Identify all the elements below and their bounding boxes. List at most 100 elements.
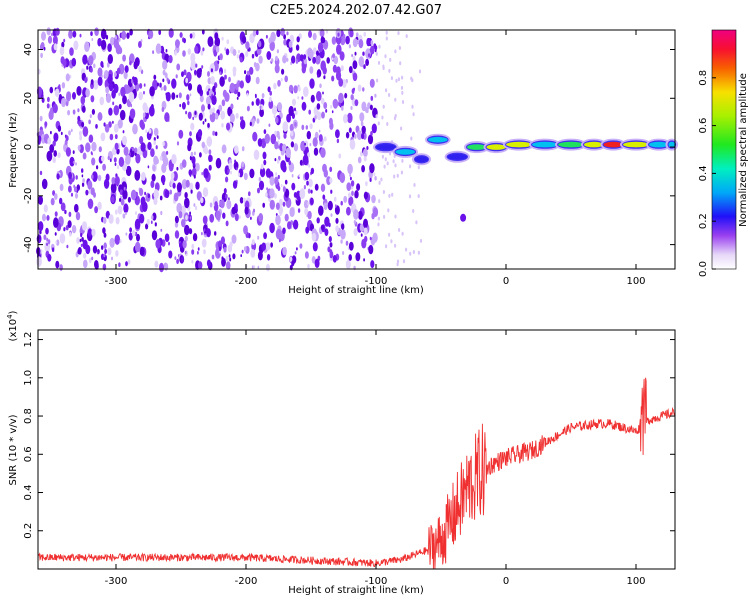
noise-blob — [119, 189, 123, 196]
noise-blob — [226, 39, 230, 45]
noise-blob — [348, 196, 354, 207]
noise-speck — [392, 159, 395, 164]
noise-blob — [155, 145, 158, 150]
noise-blob — [333, 55, 339, 65]
noise-blob — [97, 38, 102, 47]
noise-blob — [194, 69, 197, 75]
noise-blob — [299, 54, 304, 62]
noise-blob — [114, 162, 117, 166]
noise-speck — [380, 177, 383, 182]
colorbar-tick-label: 0.4 — [698, 165, 709, 181]
noise-blob — [268, 99, 274, 109]
noise-blob — [90, 31, 93, 36]
noise-blob — [171, 154, 177, 165]
noise-blob — [363, 64, 366, 69]
noise-blob — [314, 258, 320, 268]
noise-blob — [258, 180, 265, 191]
noise-blob — [234, 145, 239, 154]
noise-blob — [63, 38, 66, 43]
noise-blob — [154, 222, 157, 227]
noise-blob — [253, 149, 260, 160]
noise-blob — [273, 82, 277, 90]
noise-blob — [351, 88, 355, 94]
noise-blob — [123, 203, 129, 214]
noise-blob — [201, 141, 206, 149]
noise-blob — [131, 230, 136, 237]
noise-blob — [84, 77, 88, 83]
noise-blob — [350, 180, 355, 187]
noise-blob — [299, 243, 303, 249]
noise-blob — [231, 234, 237, 244]
noise-blob — [206, 228, 209, 234]
noise-blob — [122, 95, 127, 105]
noise-speck — [388, 232, 391, 237]
noise-blob — [132, 123, 138, 135]
noise-blob — [191, 31, 196, 39]
noise-blob — [201, 104, 205, 112]
noise-blob — [266, 253, 271, 261]
noise-blob — [185, 110, 188, 115]
noise-blob — [91, 228, 96, 237]
noise-blob — [286, 31, 289, 36]
noise-speck — [415, 220, 418, 225]
noise-blob — [103, 253, 106, 258]
noise-blob — [219, 76, 225, 87]
noise-speck — [375, 51, 378, 56]
noise-blob — [241, 146, 245, 152]
noise-blob — [266, 187, 268, 191]
noise-blob — [270, 31, 276, 43]
noise-blob — [182, 240, 187, 249]
signal-peak — [532, 141, 558, 148]
noise-blob — [83, 252, 87, 259]
noise-blob — [307, 201, 310, 206]
noise-blob — [82, 178, 85, 184]
noise-blob — [255, 76, 260, 85]
noise-blob — [152, 50, 155, 54]
noise-blob — [257, 40, 262, 48]
noise-blob — [221, 257, 226, 267]
noise-blob — [41, 31, 46, 41]
noise-blob — [129, 152, 131, 156]
noise-blob — [210, 68, 213, 73]
noise-blob — [124, 65, 129, 73]
noise-blob — [282, 227, 286, 235]
noise-blob — [335, 217, 339, 224]
noise-blob — [174, 256, 177, 260]
x-tick-label: 0 — [503, 276, 509, 287]
noise-blob — [228, 162, 233, 171]
noise-blob — [330, 213, 333, 217]
noise-blob — [187, 48, 191, 55]
noise-blob — [324, 216, 330, 227]
noise-region — [36, 27, 423, 273]
noise-blob — [72, 150, 75, 155]
noise-blob — [197, 251, 199, 255]
noise-blob — [353, 209, 359, 220]
noise-blob — [207, 71, 210, 77]
noise-blob — [277, 159, 280, 164]
noise-blob — [153, 127, 159, 137]
noise-blob — [53, 132, 59, 142]
noise-blob — [209, 202, 213, 208]
noise-blob — [229, 82, 236, 94]
noise-speck — [399, 61, 402, 66]
noise-blob — [64, 209, 67, 215]
noise-blob — [225, 220, 229, 227]
noise-blob — [199, 94, 204, 103]
noise-blob — [155, 239, 161, 249]
noise-blob — [39, 115, 43, 122]
noise-blob — [230, 170, 232, 175]
noise-blob — [275, 55, 278, 62]
noise-blob — [275, 228, 282, 240]
noise-blob — [54, 211, 58, 217]
noise-blob — [343, 114, 348, 124]
noise-blob — [295, 59, 299, 64]
noise-speck — [412, 209, 415, 213]
noise-blob — [83, 259, 88, 269]
noise-blob — [162, 141, 165, 147]
noise-blob — [105, 34, 109, 40]
noise-blob — [90, 79, 94, 85]
noise-blob — [262, 151, 267, 160]
signal-peak — [558, 141, 584, 148]
noise-blob — [318, 134, 323, 142]
noise-blob — [301, 65, 306, 74]
